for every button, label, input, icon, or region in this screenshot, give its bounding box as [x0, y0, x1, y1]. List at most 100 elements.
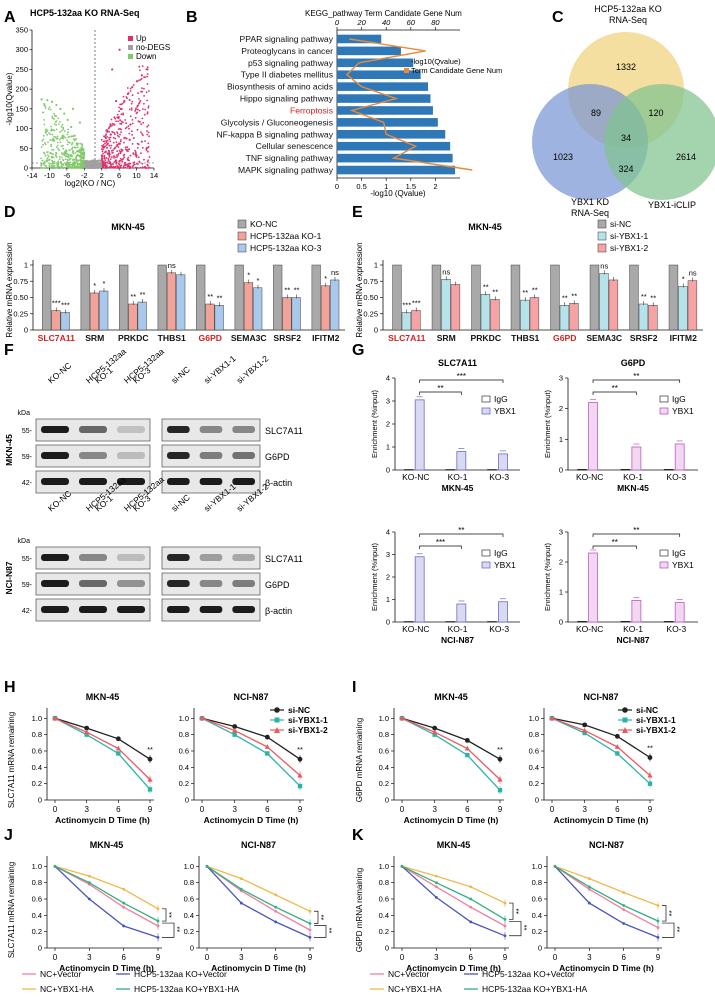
volcano-dot-up — [124, 161, 127, 164]
volcano-dot-down — [69, 166, 72, 169]
kegg-bar — [337, 130, 446, 139]
si-blot-top-band — [199, 426, 223, 433]
volcano-dot-down — [65, 163, 68, 166]
qpcr-bar — [320, 285, 330, 331]
curve-bracket — [509, 902, 514, 920]
y-tick-label: 0.25 — [13, 309, 28, 318]
volcano-dot-up — [143, 158, 145, 161]
volcano-dot-up — [131, 167, 134, 169]
volcano-dot-up — [141, 117, 144, 120]
si-blot-top-band — [232, 426, 255, 433]
rip-bar-igg — [663, 621, 674, 623]
volcano-dot-down — [79, 148, 81, 151]
si-blot-bottom-band — [232, 580, 255, 587]
volcano-dot-up — [148, 135, 151, 138]
volcano-dot-up — [131, 134, 134, 136]
curve-point — [582, 730, 587, 736]
y-tick-label: 0 — [24, 326, 28, 335]
volcano-dot-down — [44, 107, 47, 109]
top-tick-label: 0 — [335, 18, 340, 27]
qpcr-bar — [441, 279, 451, 331]
volcano-dot-up — [112, 141, 115, 144]
panel-d-letter: D — [4, 204, 16, 221]
volcano-dot-up — [101, 150, 104, 153]
venn-label-a-line2: RNA-Seq — [609, 15, 647, 25]
curve-x-tick-label: 0 — [205, 953, 210, 962]
significance-label: ** — [492, 287, 498, 296]
volcano-dot-down — [62, 144, 64, 147]
volcano-dot-up — [139, 78, 142, 81]
curve-y-tick-label: 0.2 — [379, 779, 389, 788]
curve-point — [122, 901, 126, 905]
curve-point — [615, 751, 620, 756]
volcano-point-down — [63, 112, 66, 115]
rip-legend-label-igg: IgG — [494, 548, 508, 558]
volcano-dot-down — [51, 133, 54, 136]
venn-count-abc: 34 — [621, 133, 631, 143]
curve-sig-label: ** — [297, 745, 303, 754]
volcano-dot-up — [106, 161, 109, 164]
volcano-dot-down — [74, 161, 77, 164]
volcano-dot-down — [61, 153, 64, 156]
qpcr-bar — [157, 264, 167, 331]
si-lane-label: si-YBX1-2 — [235, 353, 271, 385]
volcano-dot-down — [63, 154, 66, 157]
panel-b-letter: B — [186, 9, 198, 26]
gene-label: SRM — [437, 333, 456, 343]
volcano-dot-nodegs — [87, 166, 89, 169]
volcano-dot-up — [119, 133, 121, 136]
volcano-dot-down — [60, 163, 63, 165]
rip-cell-line: NCI-N87 — [441, 635, 474, 645]
panel-d-chart: 00.250.500.751*** ***SLC7A11* *SRM** **PRKD… — [13, 260, 345, 343]
legend-label-si-nc-h: si-NC — [288, 705, 310, 715]
legend-label-nc-vector-k: NC+Vector — [388, 969, 430, 979]
kegg-term-label: p53 signaling pathway — [248, 58, 334, 68]
volcano-dot-up — [138, 109, 141, 112]
curve-y-tick-label: 0.8 — [532, 878, 542, 887]
curve-y-tick-label: 1.0 — [179, 714, 189, 723]
volcano-dot-down — [67, 141, 69, 143]
volcano-dot-up — [146, 130, 148, 133]
legend-label-ko-nc: KO-NC — [250, 219, 277, 229]
volcano-dot-up — [142, 134, 144, 137]
significance-label: * — [257, 276, 260, 285]
volcano-dot-up — [146, 99, 149, 102]
volcano-dot-up — [118, 110, 121, 113]
volcano-dot-down — [41, 140, 44, 142]
volcano-dot-up — [140, 123, 143, 126]
curve-x-tick-label: 3 — [87, 953, 92, 962]
ko-blot-bottom-membrane — [35, 546, 151, 570]
volcano-dot-down — [55, 167, 57, 169]
venn-count-a-only: 1332 — [616, 62, 636, 72]
curve-point — [115, 745, 121, 751]
volcano-dot-up — [148, 156, 151, 158]
volcano-dot-up — [106, 131, 109, 134]
curve-point — [434, 874, 438, 878]
volcano-dot-up — [138, 98, 140, 100]
volcano-dot-nodegs — [99, 162, 102, 165]
curve-bracket — [162, 922, 175, 938]
si-blot-top-band — [167, 452, 190, 459]
volcano-dot-down — [57, 117, 60, 120]
volcano-dot-up — [139, 99, 142, 102]
volcano-dot-up — [108, 154, 111, 157]
volcano-point-down — [50, 100, 54, 103]
si-blot-bottom-band — [232, 606, 255, 613]
volcano-dot-down — [42, 162, 45, 165]
volcano-dot-up — [143, 87, 145, 90]
volcano-dot-down — [46, 133, 49, 136]
curve-y-tick-label: 0 — [185, 796, 189, 805]
legend-label-ko-1: HCP5-132aa KO-1 — [250, 231, 322, 241]
rip-charts: SLC7A11 Enrichment (%input) 0 1 2 3 4 KO-NC KO-1… — [370, 358, 698, 645]
significance-label: ** — [571, 291, 577, 300]
volcano-dot-up — [125, 126, 128, 129]
ko-blot-bottom-band — [79, 580, 107, 587]
volcano-dot-up — [108, 162, 110, 165]
curve-point — [434, 895, 438, 899]
volcano-dot-down — [61, 156, 63, 159]
volcano-point-up — [119, 107, 122, 110]
qpcr-bar — [401, 312, 412, 331]
volcano-dot-up — [141, 65, 144, 68]
curve-x-tick-label: 9 — [648, 805, 653, 814]
